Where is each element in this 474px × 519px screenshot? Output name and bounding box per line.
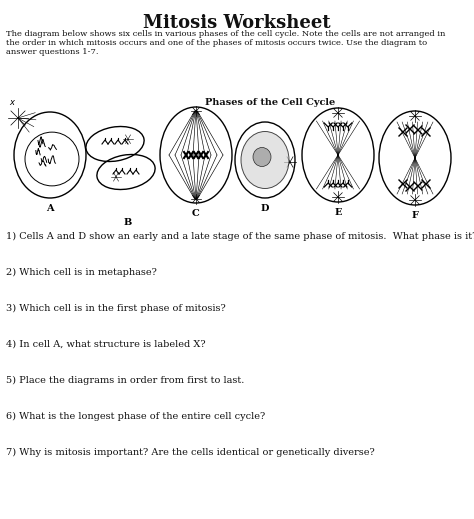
Text: 5) Place the diagrams in order from first to last.: 5) Place the diagrams in order from firs… xyxy=(6,376,245,385)
Ellipse shape xyxy=(241,131,289,188)
Text: F: F xyxy=(411,211,419,220)
Text: 1) Cells A and D show an early and a late stage of the same phase of mitosis.  W: 1) Cells A and D show an early and a lat… xyxy=(6,232,474,241)
Text: The diagram below shows six cells in various phases of the cell cycle. Note the : The diagram below shows six cells in var… xyxy=(6,30,446,38)
Text: the order in which mitosis occurs and one of the phases of mitosis occurs twice.: the order in which mitosis occurs and on… xyxy=(6,39,427,47)
Text: Phases of the Cell Cycle: Phases of the Cell Cycle xyxy=(205,98,335,107)
Text: 2) Which cell is in metaphase?: 2) Which cell is in metaphase? xyxy=(6,268,157,277)
Text: D: D xyxy=(261,204,269,213)
Text: 7) Why is mitosis important? Are the cells identical or genetically diverse?: 7) Why is mitosis important? Are the cel… xyxy=(6,448,375,457)
Text: Mitosis Worksheet: Mitosis Worksheet xyxy=(143,14,331,32)
Text: A: A xyxy=(46,204,54,213)
Text: B: B xyxy=(124,218,132,227)
Text: E: E xyxy=(334,208,342,217)
Text: x: x xyxy=(9,98,15,107)
Text: C: C xyxy=(192,209,200,218)
Ellipse shape xyxy=(253,147,271,167)
Text: 4) In cell A, what structure is labeled X?: 4) In cell A, what structure is labeled … xyxy=(6,340,206,349)
Text: 3) Which cell is in the first phase of mitosis?: 3) Which cell is in the first phase of m… xyxy=(6,304,226,313)
Text: answer questions 1-7.: answer questions 1-7. xyxy=(6,48,99,56)
Text: 6) What is the longest phase of the entire cell cycle?: 6) What is the longest phase of the enti… xyxy=(6,412,265,421)
